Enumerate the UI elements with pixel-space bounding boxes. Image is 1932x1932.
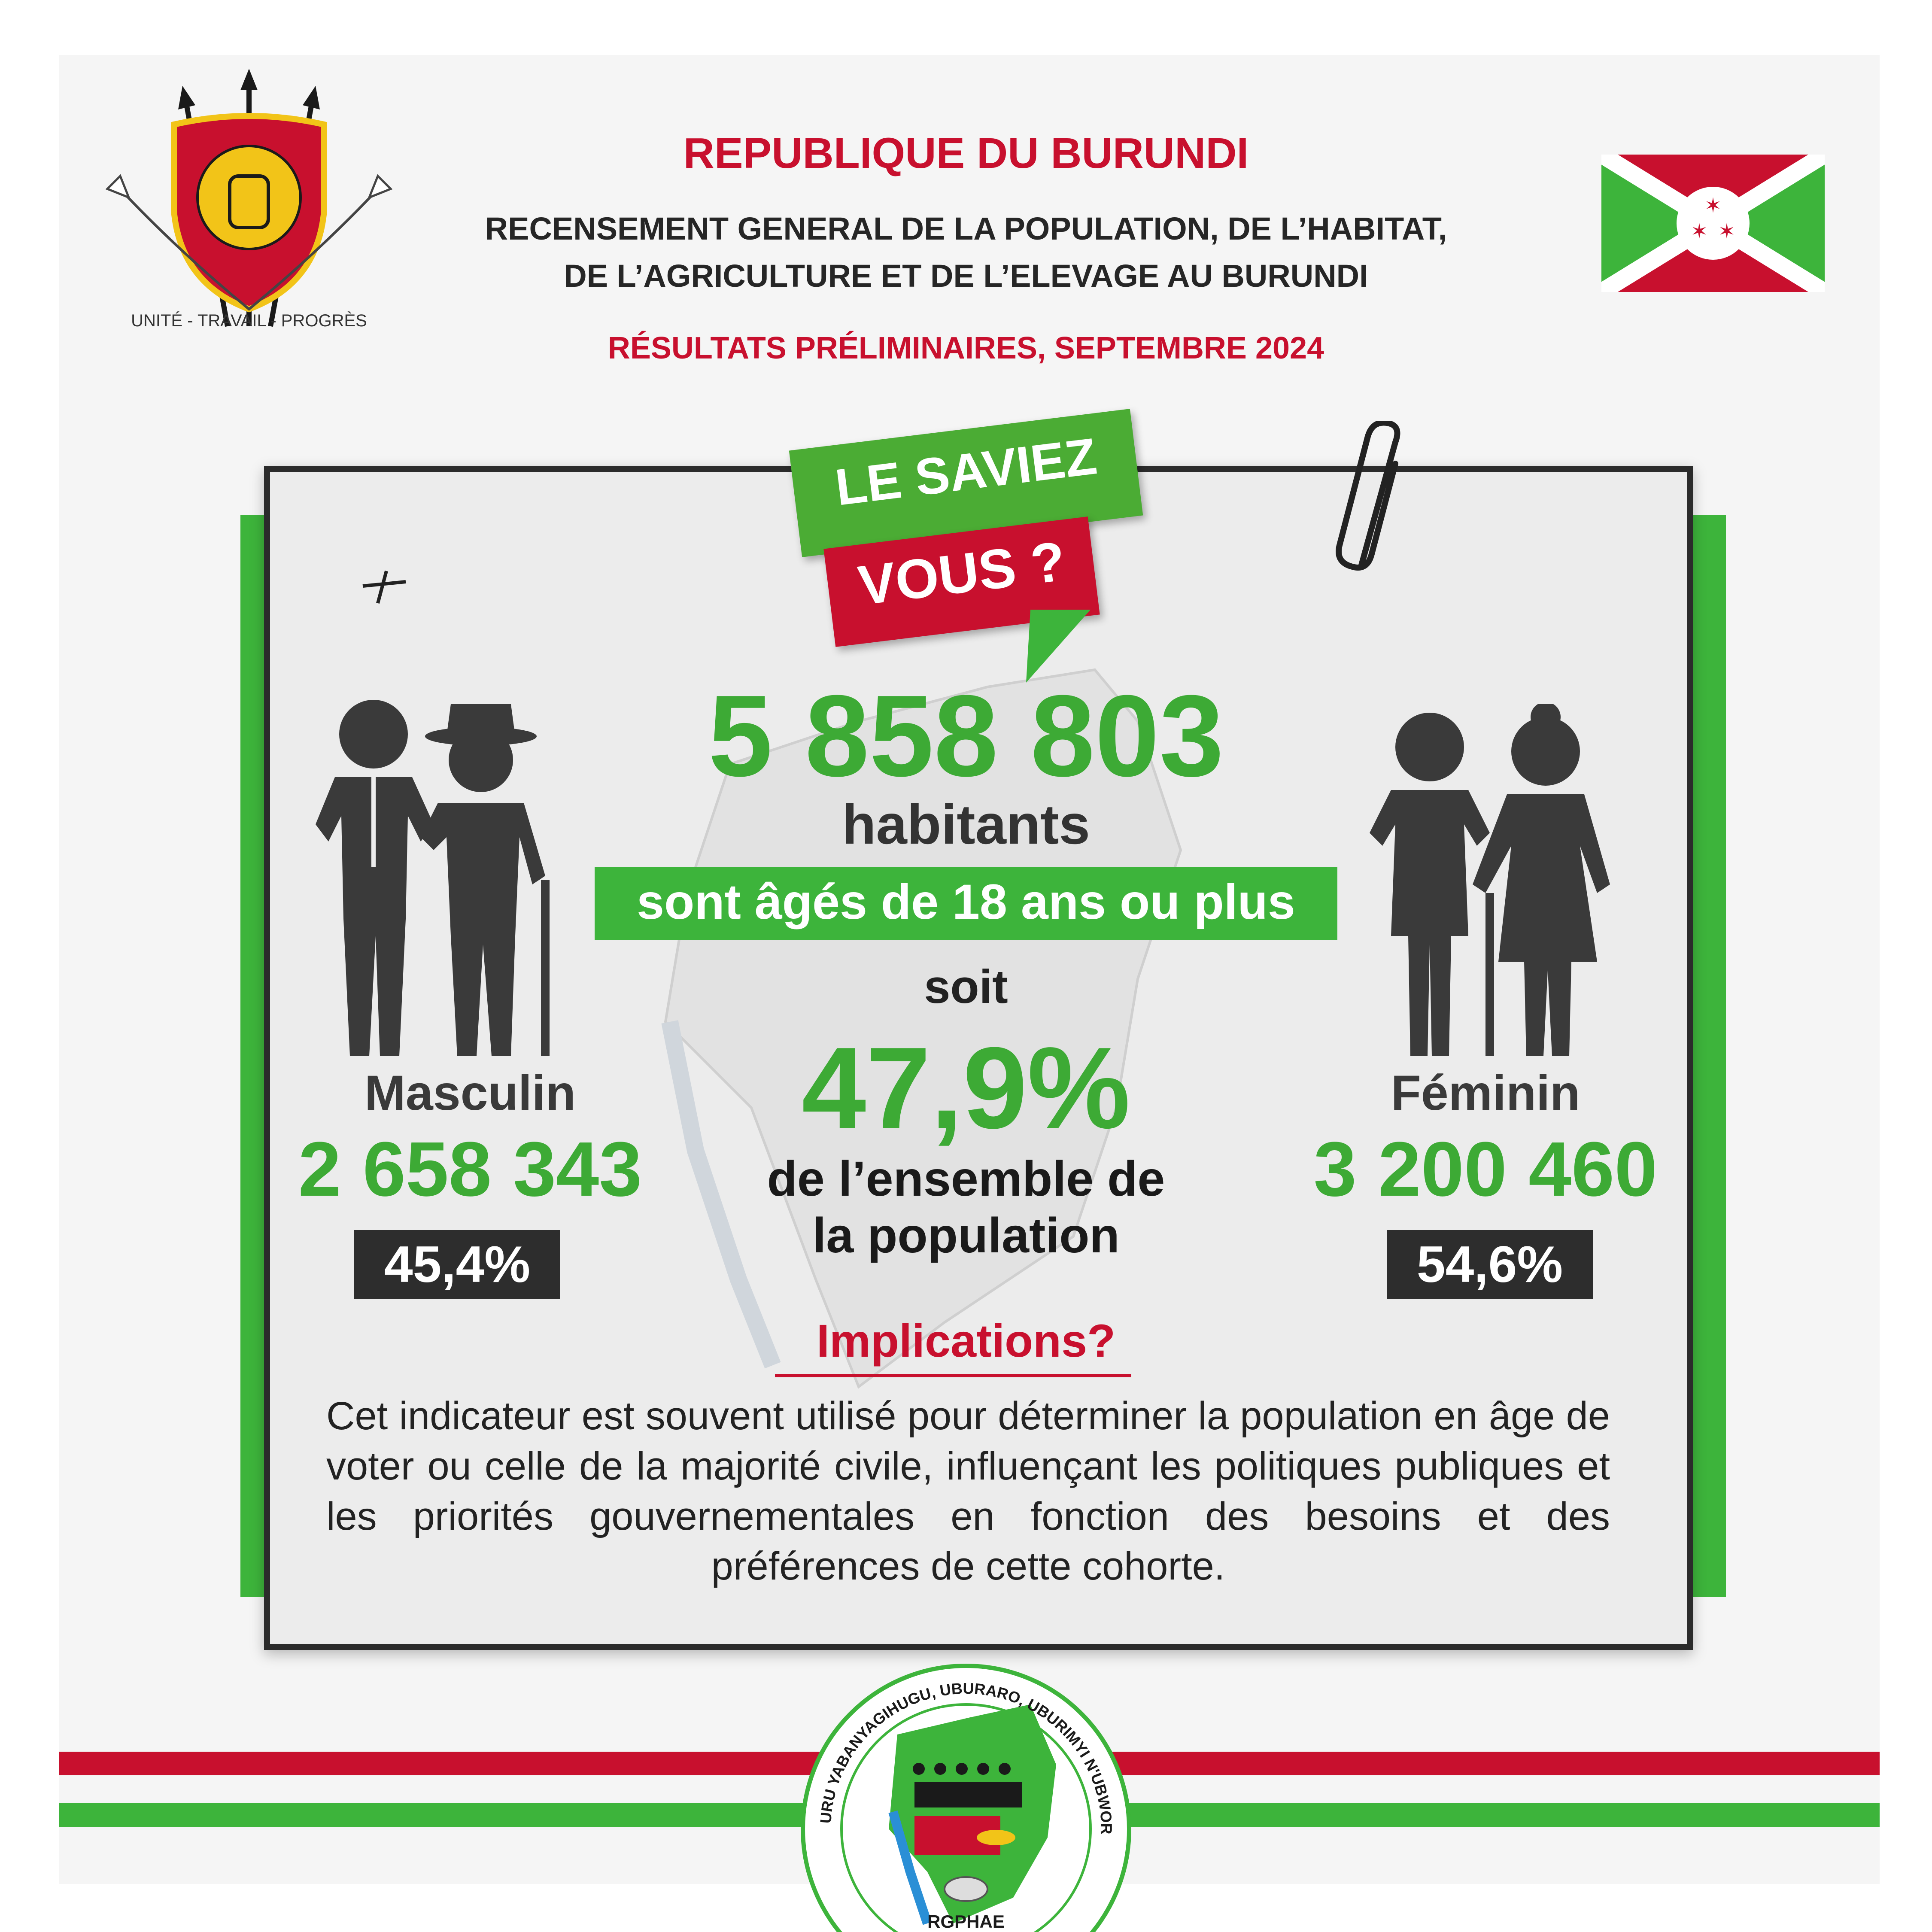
population-share-line2: la population [812,1208,1120,1264]
burundi-flag-icon: ✶ ✶ ✶ [1601,155,1825,292]
habitants-label: habitants [842,793,1090,856]
badge-pointer [1026,610,1091,683]
implications-text: Cet indicateur est souvent utilisé pour … [326,1394,1610,1589]
male-percent: 45,4% [384,1236,531,1293]
female-count: 3 200 460 [1313,1126,1658,1212]
republic-title: REPUBLIQUE DU BURUNDI [683,129,1249,177]
svg-text:✶: ✶ [1718,220,1735,243]
total-adults: 5 858 803 [708,671,1224,801]
burundi-map-outline [661,668,1182,1389]
age-condition: sont âgés de 18 ans ou plus [637,875,1295,930]
male-count: 2 658 343 [298,1126,642,1212]
men-silhouette-icon [316,700,550,1056]
female-percent-box [1387,1230,1593,1299]
results-date: RÉSULTATS PRÉLIMINAIRES, SEPTEMBRE 2024 [608,331,1324,365]
paperclip-icon [1336,421,1400,571]
svg-text:✶: ✶ [1691,220,1708,243]
age-banner [595,867,1337,940]
soit-label: soit [924,960,1008,1013]
cross-mark-icon [362,570,406,604]
population-share-label: de l’ensemble de la population [665,1151,1267,1264]
svg-text:✶: ✶ [1704,194,1722,217]
census-title-line1: RECENSEMENT GENERAL DE LA POPULATION, DE… [485,211,1447,246]
implications-title: Implications? [816,1315,1116,1367]
male-label: Masculin [364,1066,576,1121]
census-title-line2: DE L’AGRICULTURE ET DE L’ELEVAGE AU BURU… [564,258,1368,294]
motto-text: UNITÉ - TRAVAIL - PROGRÈS [131,311,367,330]
women-silhouette-icon [1370,704,1610,1056]
population-share-line1: de l’ensemble de [767,1151,1165,1206]
male-percent-box [354,1230,560,1299]
implications-underline [775,1374,1131,1377]
female-label: Féminin [1391,1066,1580,1121]
adult-percent: 47,9% [802,1024,1130,1153]
female-percent: 54,6% [1416,1236,1563,1293]
coat-of-arms-icon: UNITÉ - TRAVAIL - PROGRÈS [105,69,393,330]
rgphae-logo-icon: RUSANSUMWA NKURU YABANYAGIHUGU, UBURARO,… [790,1657,1131,1932]
logo-acronym: RGPHAE [927,1911,1005,1932]
